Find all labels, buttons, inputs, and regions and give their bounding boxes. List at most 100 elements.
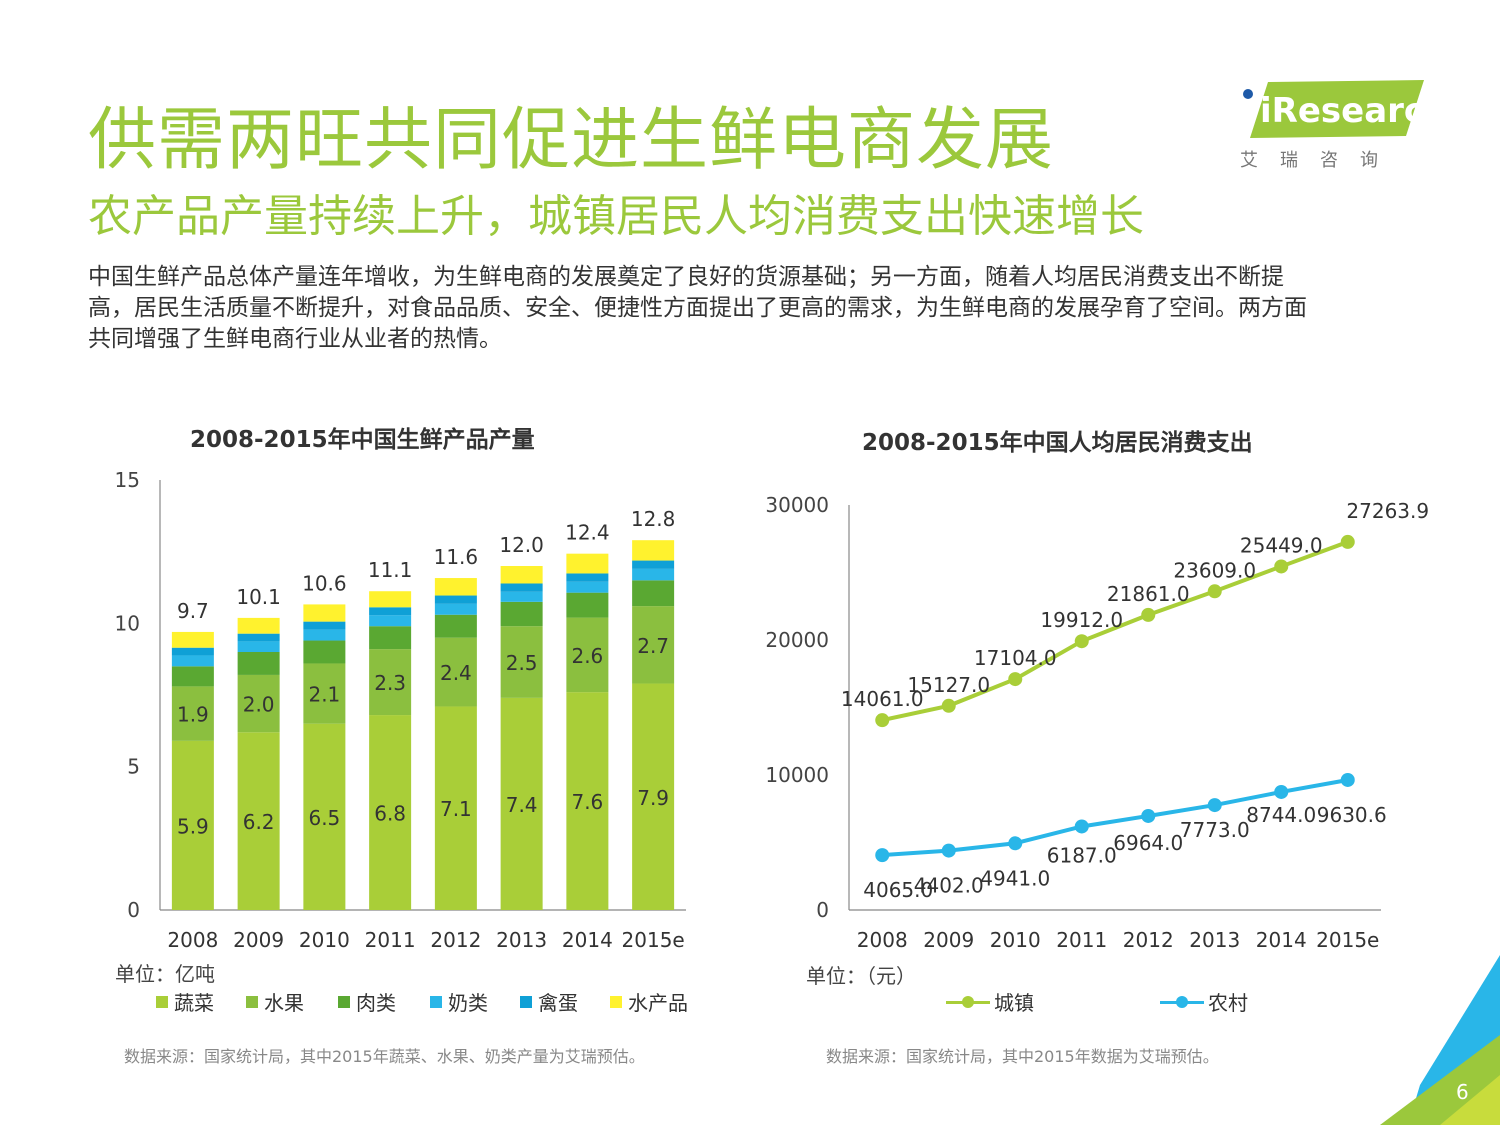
bar-segment [566,581,609,593]
right-source-note: 数据来源：国家统计局，其中2015年数据为艾瑞预估。 [826,1047,1219,1066]
data-point [1340,772,1355,787]
logo-wordmark: iResearch [1260,91,1428,131]
legend-item: 水产品 [610,987,688,1016]
x-tick-label: 2013 [496,928,547,952]
bar-segment [171,740,214,910]
bar-segment [171,686,214,741]
legend-line-marker [1160,995,1204,1009]
bar-segment [303,723,346,910]
bar-segment [171,655,214,667]
logo-subtext: 艾瑞咨询 [1240,150,1400,171]
x-tick-label: 2008 [167,928,218,952]
data-label: 7.1 [440,797,472,821]
legend-swatch [246,995,258,1008]
data-point [1141,808,1156,823]
bar-segment [237,617,280,634]
bar-segment [369,626,412,650]
production-bar-chart: 0 5 10 15 5.9 1.9 9.7 2008 6.2 2.0 10.1 2009 6.5 2.1 1… [115,468,686,952]
bar-segment [434,614,477,638]
bar-segment [237,732,280,910]
legend-swatch [520,995,532,1008]
legend-label: 城镇 [994,991,1034,1015]
data-label: 6187.0 [1047,843,1117,867]
data-label: 25449.0 [1240,533,1323,557]
series-line [881,540,1349,723]
x-tick-label: 2015e [622,928,685,952]
data-label: 1.9 [177,703,209,727]
data-label: 23609.0 [1173,558,1256,582]
data-label: 9630.6 [1317,803,1387,827]
total-label: 12.8 [631,507,676,531]
bar-segment [632,568,675,581]
y-tick-label: 0 [127,898,140,922]
bar-segment [434,603,477,615]
bar-segment [500,697,543,910]
x-tick-label: 2009 [923,928,974,952]
bar-segment [237,633,280,642]
data-label: 27263.9 [1346,499,1429,523]
legend-label: 蔬菜 [174,991,214,1015]
data-label: 2.6 [571,644,603,668]
y-tick-label: 15 [115,468,140,492]
y-tick-label: 30000 [765,493,829,517]
legend-label: 禽蛋 [538,991,578,1015]
bar-segment [303,604,346,622]
total-label: 10.6 [302,571,347,595]
bar-segment [237,674,280,733]
bar-segment [632,683,675,910]
data-point [1008,672,1023,687]
legend-label: 肉类 [356,991,396,1015]
x-tick-label: 2013 [1189,928,1240,952]
data-label: 21861.0 [1107,582,1190,606]
data-point [875,713,890,728]
data-label: 2.4 [440,661,472,685]
x-tick-label: 2015e [1316,928,1379,952]
data-point [1008,836,1023,851]
data-point [1074,819,1089,834]
legend-label: 水产品 [628,991,688,1015]
legend-label: 水果 [264,991,304,1015]
data-label: 14061.0 [841,687,924,711]
y-tick-label: 5 [127,755,140,779]
bar-segment [566,573,609,582]
legend-item: 蔬菜 [156,987,214,1016]
data-label: 4941.0 [980,866,1050,890]
corner-decoration [1380,955,1500,1125]
data-label: 2.5 [506,651,538,675]
bar-segment [632,540,675,561]
page-number: 6 [1456,1080,1469,1104]
data-point [941,843,956,858]
data-label: 6.5 [308,806,340,830]
y-tick-label: 20000 [765,628,829,652]
legend-swatch [430,995,442,1008]
data-label: 6964.0 [1113,831,1183,855]
data-label: 7.6 [571,790,603,814]
bar-segment [500,566,543,584]
data-label: 15127.0 [907,673,990,697]
x-tick-label: 2008 [857,928,908,952]
right-chart-title: 2008-2015年中国人均居民消费支出 [862,430,1253,456]
legend-item: 水果 [246,987,304,1016]
intro-line: 高，居民生活质量不断提升，对食品品质、安全、便捷性方面提出了更高的需求，为生鲜电… [88,295,1307,321]
data-label: 7773.0 [1180,818,1250,842]
bar-segment [500,591,543,602]
x-tick-label: 2014 [1256,928,1307,952]
data-label: 2.7 [637,634,669,658]
legend-label: 农村 [1208,991,1248,1015]
bar-segment [369,649,412,716]
x-tick-label: 2009 [233,928,284,952]
series-line [882,778,1349,858]
bar-segment [434,637,477,707]
bar-segment [566,592,609,618]
bar-segment [434,706,477,910]
x-tick-label: 2012 [430,928,481,952]
data-point [1207,584,1222,599]
bar-segment [171,647,214,656]
legend-item: 禽蛋 [520,987,578,1016]
intro-line: 中国生鲜产品总体产量连年增收，为生鲜电商的发展奠定了良好的货源基础；另一方面，随… [88,264,1284,290]
data-point [1207,798,1222,813]
data-label: 7.9 [637,786,669,810]
page-subtitle: 农产品产量持续上升，城镇居民人均消费支出快速增长 [88,191,1144,242]
bar-segment [434,595,477,604]
x-tick-label: 2012 [1123,928,1174,952]
